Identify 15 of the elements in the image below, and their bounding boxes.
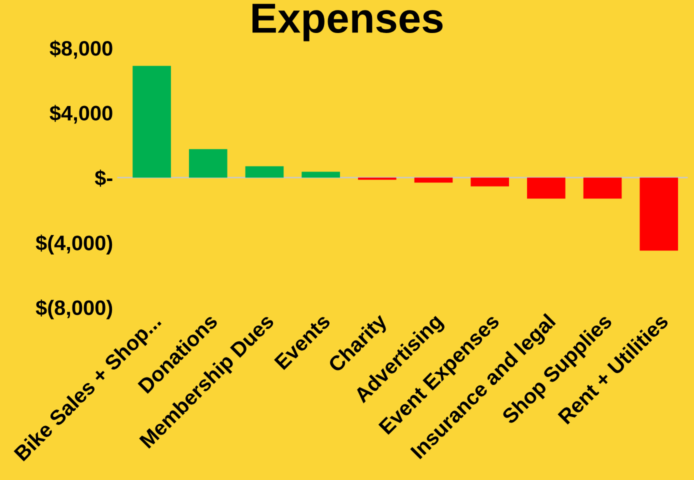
bar: [188, 149, 228, 178]
y-tick-label: $(4,000): [36, 234, 112, 254]
chart-title: Expenses: [252, 4, 443, 42]
bar: [132, 66, 171, 178]
bar: [583, 178, 622, 199]
bar: [414, 178, 453, 183]
bar: [640, 178, 678, 251]
y-tick-label: $4,000: [50, 104, 112, 124]
bar: [302, 172, 340, 178]
y-tick-label: $8,000: [50, 40, 112, 59]
bar: [245, 166, 284, 178]
y-tick-label: $(8,000): [36, 299, 112, 320]
bar: [527, 178, 566, 199]
y-tick-label: $-: [94, 170, 112, 187]
bar: [470, 178, 510, 186]
